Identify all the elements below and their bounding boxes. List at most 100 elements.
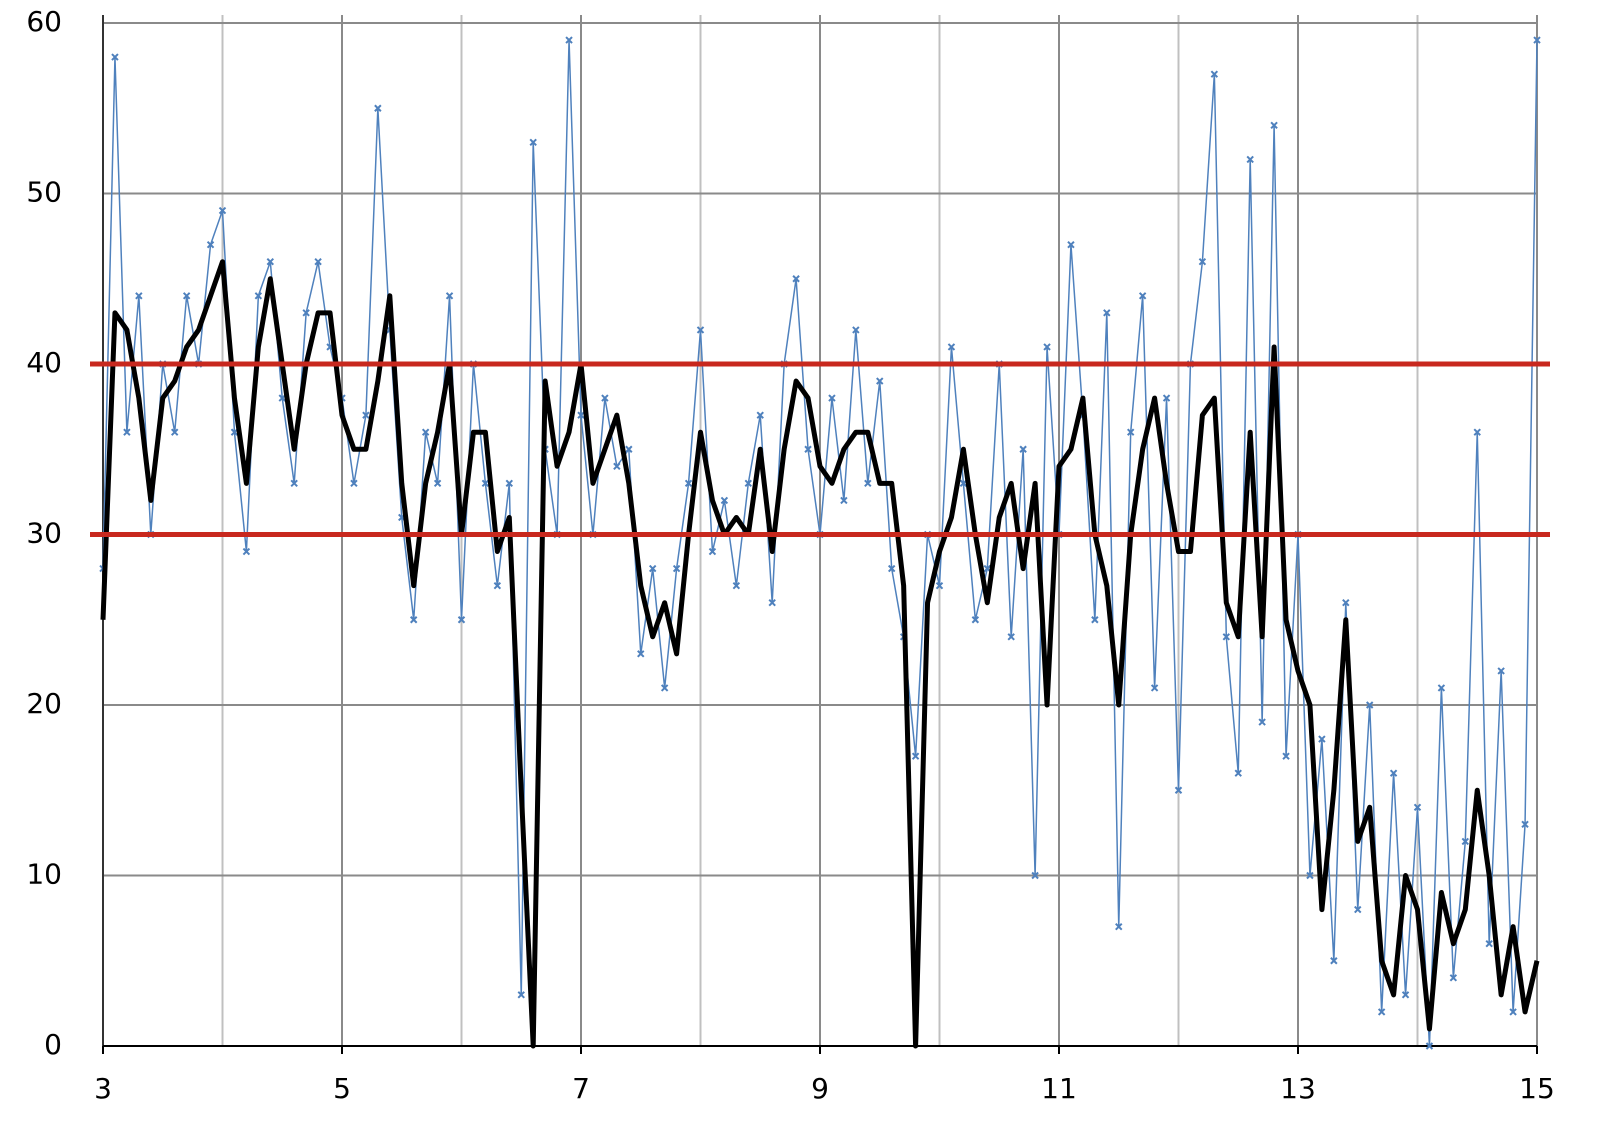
data-point [1354,905,1362,914]
data-point [804,445,812,453]
x-tick-label: 15 [1519,1072,1555,1105]
data-point [135,292,143,300]
data-point [493,581,502,590]
data-point [1126,428,1135,436]
data-point [1306,871,1314,880]
data-point [887,564,896,573]
data-point [218,206,227,215]
data-point [625,445,633,453]
data-point [1174,786,1183,794]
y-tick-label: 60 [26,5,62,38]
data-point [876,377,884,385]
y-tick-label: 20 [26,687,62,720]
x-tick-label: 7 [572,1072,590,1105]
data-point [1031,871,1039,880]
data-point [1533,36,1541,44]
data-point [266,257,275,266]
data-point [768,598,776,607]
data-point [1449,974,1458,982]
data-point [1461,837,1470,846]
data-point [1246,155,1254,164]
x-tick-label: 13 [1280,1072,1316,1105]
data-point [660,684,669,692]
data-point [421,428,430,436]
data-point [457,616,466,624]
data-point [1473,428,1481,436]
y-tick-label: 50 [26,176,62,209]
data-point [1103,309,1111,317]
data-point [1377,1008,1386,1016]
y-tick-label: 10 [26,858,62,891]
series-line [100,259,1540,1049]
data-point [1222,633,1231,641]
data-point [1138,292,1147,300]
data-point [840,496,848,505]
data-point [350,479,358,488]
data-point [1150,684,1159,692]
data-point [1485,939,1493,948]
data-point [1007,633,1015,641]
data-point [911,752,920,760]
data-point [445,292,454,300]
data-point [481,479,490,488]
data-point [947,343,956,351]
data-point [1162,394,1171,402]
data-point [1425,1042,1434,1050]
data-point [182,292,191,300]
data-point [409,616,418,624]
data-point [696,326,705,334]
data-point [601,394,609,402]
y-tick-label: 0 [44,1028,62,1061]
data-point [720,496,729,505]
data-point [684,479,693,488]
data-point [1234,769,1242,777]
data-point [792,275,800,283]
data-point [1210,70,1219,78]
data-point [170,428,179,436]
data-point [577,411,585,419]
data-point [708,547,717,556]
data-point [1270,121,1278,130]
data-point [302,309,310,317]
data-point [1318,735,1326,743]
data-point [1091,616,1099,624]
data-point [1401,991,1410,999]
y-tick-label: 40 [26,346,62,379]
data-point [314,257,322,266]
x-tick-label: 11 [1041,1072,1077,1105]
data-point [565,36,573,44]
data-point [111,53,119,61]
data-point [1258,718,1266,726]
data-point [1330,957,1338,965]
data-point [529,138,537,147]
data-point [1389,769,1398,777]
data-point [1115,922,1123,931]
data-point [971,616,980,624]
data-point [290,479,298,488]
data-point [123,428,131,436]
x-tick-label: 5 [333,1072,351,1105]
x-tick-label: 3 [94,1072,112,1105]
data-point [648,564,657,573]
data-point [828,394,836,402]
data-point [505,479,514,488]
data-point [756,411,764,419]
data-point [744,479,753,488]
data-point [672,564,681,573]
data-point [864,479,872,488]
data-point [732,581,741,590]
data-point [1497,667,1505,675]
data-point [1043,343,1051,351]
y-tick-label: 30 [26,517,62,550]
data-point [1198,257,1207,266]
data-point [374,104,382,112]
data-point [852,326,860,334]
data-point [1521,820,1529,829]
data-point [254,292,263,300]
data-point [1365,701,1374,709]
data-point [517,991,525,999]
data-point [206,240,215,249]
data-point [362,411,370,419]
data-point [1067,240,1075,249]
